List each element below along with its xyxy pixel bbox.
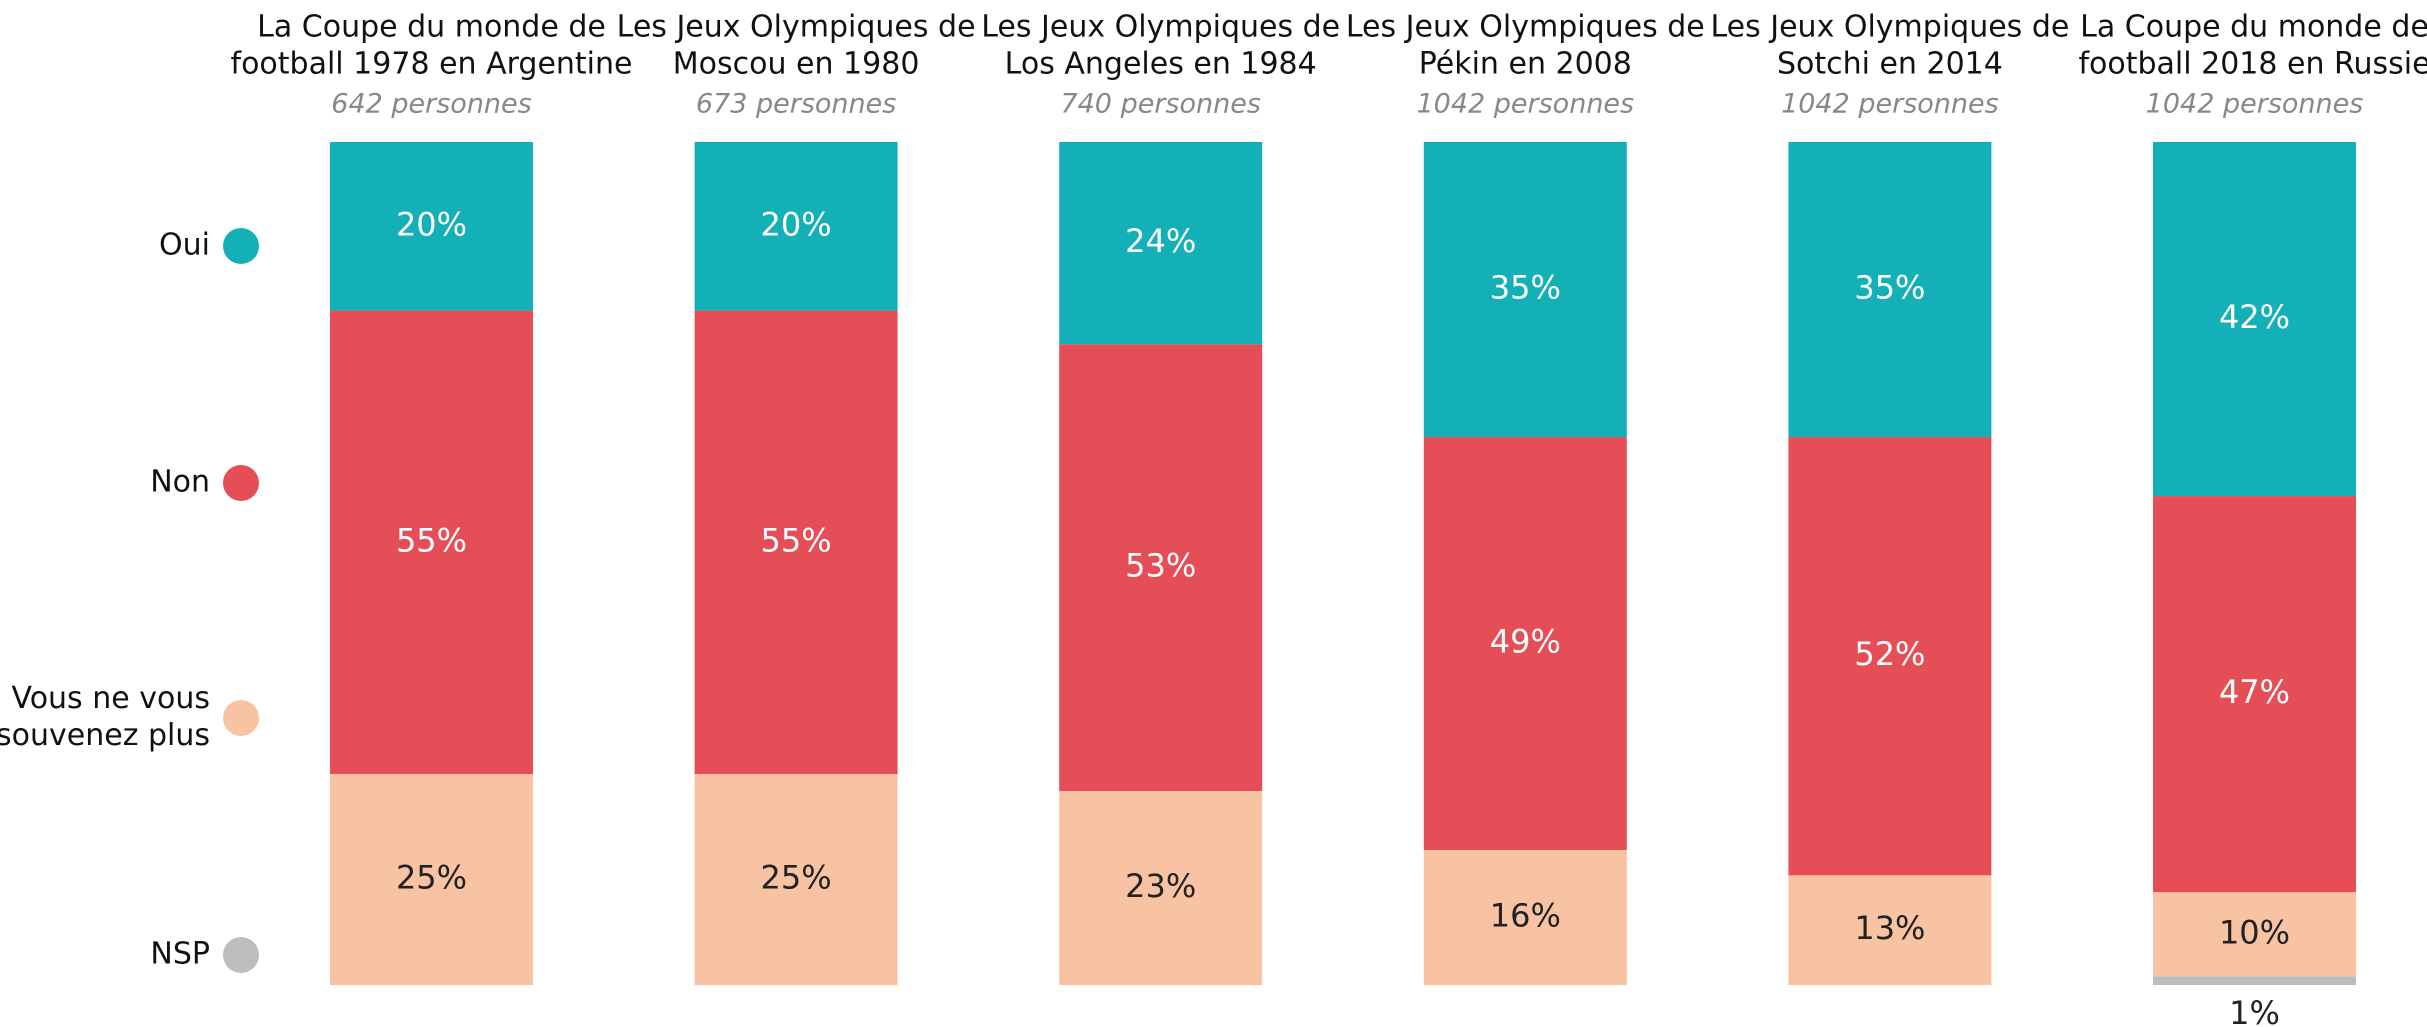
- category-label: Moscou en 1980: [673, 47, 920, 82]
- category-label: football 2018 en Russie: [2078, 47, 2427, 82]
- bar-segment: [1423, 850, 1627, 985]
- value-label: 24%: [1125, 222, 1196, 260]
- sample-size: 673 personnes: [696, 89, 896, 120]
- legend-label: souvenez plus: [0, 718, 210, 753]
- value-label: 23%: [1125, 867, 1196, 905]
- value-label: 47%: [2219, 673, 2290, 711]
- bar-segment: [2153, 976, 2356, 985]
- value-label: 25%: [396, 859, 467, 897]
- bar-segment: [1788, 437, 1992, 876]
- legend-label: NSP: [150, 937, 210, 972]
- sample-size: 1042 personnes: [2146, 89, 2364, 120]
- bar-segment: [330, 142, 533, 311]
- sample-size: 642 personnes: [331, 89, 531, 120]
- bar-segment: [1059, 791, 1263, 985]
- value-label: 55%: [396, 521, 467, 559]
- category-label: Les Jeux Olympiques de: [981, 10, 1340, 45]
- value-label: 35%: [1490, 269, 1561, 307]
- bar-segment: [1788, 142, 1992, 438]
- category-label: football 1978 en Argentine: [231, 47, 633, 82]
- bar-segment: [1788, 875, 1992, 985]
- bar-segment: [2153, 496, 2356, 893]
- value-label: 53%: [1125, 547, 1196, 585]
- bar-segment: [694, 142, 898, 311]
- bar-segment: [1059, 344, 1263, 792]
- sample-size: 1042 personnes: [1781, 89, 1999, 120]
- legend-label: Oui: [159, 228, 210, 263]
- category-label: Sotchi en 2014: [1777, 47, 2003, 82]
- bar-segment: [694, 774, 898, 985]
- value-label: 35%: [1854, 269, 1925, 307]
- value-label: 52%: [1854, 635, 1925, 673]
- category-label: La Coupe du monde de: [257, 10, 606, 45]
- bar-segment: [2153, 892, 2356, 977]
- bar-segment: [1423, 142, 1627, 438]
- bar-segment: [1059, 142, 1263, 345]
- sample-size: 1042 personnes: [1416, 89, 1634, 120]
- category-label: La Coupe du monde de: [2080, 10, 2427, 45]
- value-label: 1%: [2229, 994, 2280, 1027]
- category-label: Les Jeux Olympiques de: [1346, 10, 1705, 45]
- value-label: 25%: [761, 859, 832, 897]
- bar-segment: [694, 310, 898, 775]
- value-label: 42%: [2219, 298, 2290, 336]
- legend-swatch: [223, 228, 259, 264]
- category-label: Les Jeux Olympiques de: [1710, 10, 2069, 45]
- legend-label: Vous ne vous: [12, 681, 211, 716]
- value-label: 20%: [396, 205, 467, 243]
- value-label: 20%: [761, 205, 832, 243]
- value-label: 49%: [1490, 623, 1561, 661]
- bar-segment: [330, 774, 533, 985]
- value-label: 10%: [2219, 913, 2290, 951]
- value-label: 16%: [1490, 897, 1561, 935]
- legend-swatch: [223, 465, 259, 501]
- category-label: Les Jeux Olympiques de: [617, 10, 976, 45]
- legend-swatch: [223, 700, 259, 736]
- value-label: 13%: [1854, 909, 1925, 947]
- bar-segment: [2153, 142, 2356, 497]
- legend-swatch: [223, 937, 259, 973]
- category-label: Pékin en 2008: [1419, 47, 1632, 82]
- sample-size: 740 personnes: [1060, 89, 1260, 120]
- category-label: Los Angeles en 1984: [1005, 47, 1317, 82]
- legend-label: Non: [150, 465, 210, 500]
- value-label: 55%: [761, 521, 832, 559]
- bar-segment: [330, 310, 533, 775]
- bar-segment: [1423, 437, 1627, 851]
